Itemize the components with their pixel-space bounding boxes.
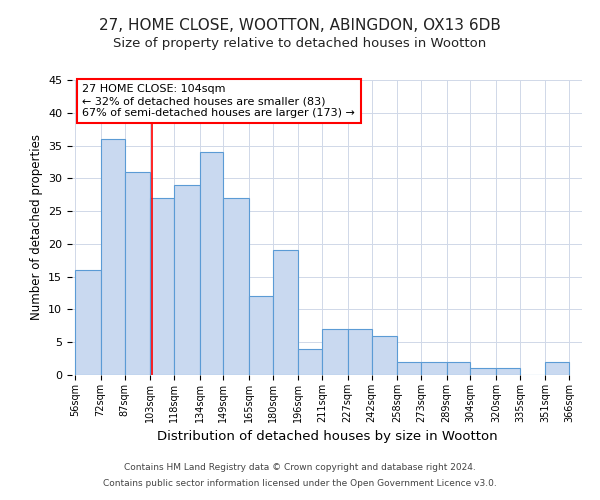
Bar [125,172,150,375]
Bar [174,185,199,375]
Bar [397,362,421,375]
Bar [348,329,371,375]
Bar [371,336,397,375]
Text: 27, HOME CLOSE, WOOTTON, ABINGDON, OX13 6DB: 27, HOME CLOSE, WOOTTON, ABINGDON, OX13 … [99,18,501,32]
Bar [322,329,348,375]
Bar [298,349,322,375]
Bar [150,198,174,375]
Bar [249,296,273,375]
Text: 27 HOME CLOSE: 104sqm
← 32% of detached houses are smaller (83)
67% of semi-deta: 27 HOME CLOSE: 104sqm ← 32% of detached … [82,84,355,117]
Bar [545,362,569,375]
Bar [496,368,520,375]
X-axis label: Distribution of detached houses by size in Wootton: Distribution of detached houses by size … [157,430,497,444]
Y-axis label: Number of detached properties: Number of detached properties [29,134,43,320]
Bar [446,362,470,375]
Bar [199,152,223,375]
Text: Contains HM Land Registry data © Crown copyright and database right 2024.: Contains HM Land Registry data © Crown c… [124,464,476,472]
Text: Contains public sector information licensed under the Open Government Licence v3: Contains public sector information licen… [103,478,497,488]
Bar [421,362,446,375]
Bar [273,250,298,375]
Bar [101,139,125,375]
Bar [223,198,249,375]
Bar [470,368,496,375]
Text: Size of property relative to detached houses in Wootton: Size of property relative to detached ho… [113,38,487,51]
Bar [75,270,101,375]
